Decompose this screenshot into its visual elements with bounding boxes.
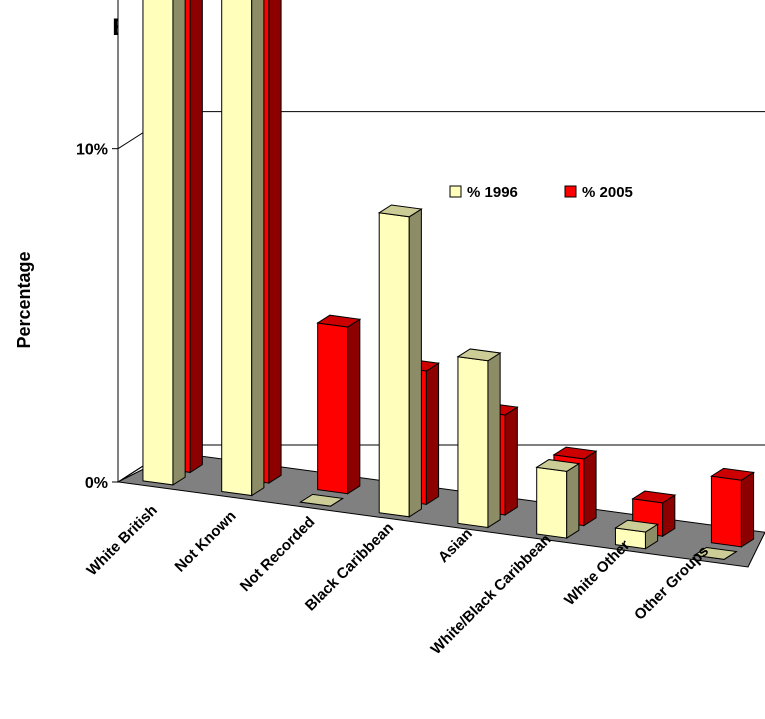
y-axis-ticks: 0%10%20%30%40%50%60%70%80%: [76, 0, 119, 492]
bar-front: [317, 322, 349, 495]
legend: % 1996 % 2005: [435, 168, 680, 238]
bar-top: [709, 467, 756, 481]
bar-front: [457, 356, 489, 529]
bar-side: [268, 0, 282, 484]
bar-top: [456, 348, 502, 362]
bar-side: [189, 0, 203, 474]
x-category-label: White British: [83, 502, 160, 579]
bar-side: [425, 362, 440, 506]
bar-front: [142, 0, 174, 486]
bar-front: [710, 475, 742, 548]
bar-1996: [535, 459, 581, 539]
x-category-label: Black Caribbean: [302, 519, 397, 614]
bars: [142, 0, 756, 560]
bar-2005: [316, 314, 362, 495]
bar-side: [504, 406, 518, 516]
bar-top: [552, 446, 598, 460]
bar-front: [536, 466, 568, 539]
x-category-label: Not Known: [172, 508, 240, 576]
bar-top: [631, 490, 677, 504]
bar-1996: [456, 348, 502, 529]
bar-top: [614, 519, 660, 533]
x-category-label: Asian: [435, 525, 476, 566]
bar-top: [535, 459, 581, 472]
bar-top: [316, 314, 362, 328]
y-axis-label: Percentage: [14, 251, 34, 348]
legend-box: [435, 168, 680, 238]
bar-side: [583, 450, 597, 527]
y-tick-label: 0%: [85, 475, 108, 492]
bar-top: [377, 204, 423, 218]
legend-label: % 1996: [467, 184, 518, 201]
bar-side: [251, 0, 265, 497]
bar-1996: [377, 204, 423, 518]
bar-side: [487, 352, 501, 529]
bar-side: [740, 471, 755, 548]
bar-top: [692, 546, 738, 560]
bar-2005: [709, 467, 756, 548]
bar-1996: [614, 519, 660, 550]
bar-1996: [299, 493, 345, 507]
y-tick-label: 10%: [76, 142, 108, 159]
bar-1996: [692, 546, 738, 560]
bar-side: [408, 208, 422, 518]
bar-top: [299, 493, 345, 507]
chart-walls: [117, 0, 765, 483]
bar-side: [172, 0, 186, 486]
legend-swatch: [564, 185, 577, 198]
bar-1996: [142, 0, 186, 486]
bar-1996: [221, 0, 265, 497]
bar-side: [347, 318, 361, 495]
legend-swatch: [449, 185, 462, 198]
x-category-label: Not Recorded: [237, 513, 319, 595]
bar-side: [566, 462, 580, 539]
x-category-label: White Other: [561, 537, 633, 609]
bar-front: [221, 0, 253, 497]
legend-label: % 2005: [582, 184, 633, 201]
bar-front: [378, 212, 410, 518]
